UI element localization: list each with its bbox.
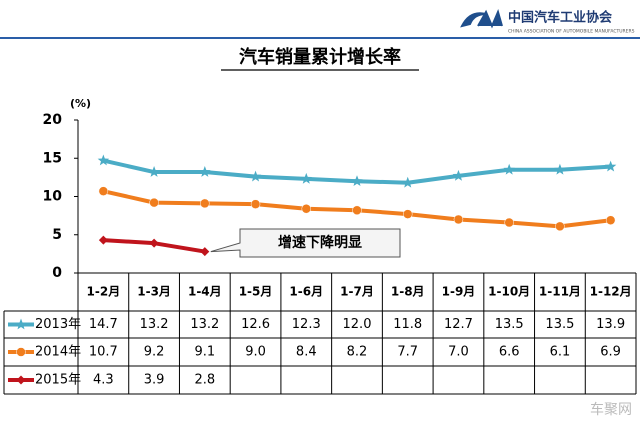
table-value: 12.3 — [292, 317, 321, 332]
y-tick-label: 15 — [43, 150, 62, 166]
legend-label: 2015年 — [35, 373, 81, 388]
table-value: 10.7 — [89, 345, 118, 360]
marker — [605, 215, 616, 225]
table-value: 8.4 — [296, 345, 317, 360]
logo-icon — [460, 9, 503, 29]
x-tick-label: 1-5月 — [239, 285, 273, 299]
table-value: 6.9 — [600, 345, 621, 360]
table-value: 6.6 — [499, 345, 520, 360]
table-value: 13.2 — [190, 317, 219, 332]
x-tick-label: 1-8月 — [391, 285, 425, 299]
x-tick-label: 1-3月 — [137, 285, 171, 299]
table-value: 13.2 — [140, 317, 169, 332]
x-tick-label: 1-11月 — [539, 285, 581, 299]
watermark: 车聚网 — [590, 401, 632, 418]
x-tick-label: 1-2月 — [87, 285, 121, 299]
x-tick-label: 1-7月 — [340, 285, 374, 299]
x-tick-label: 1-9月 — [442, 285, 476, 299]
marker — [16, 375, 26, 385]
table-value: 13.5 — [495, 317, 524, 332]
table-value: 3.9 — [144, 373, 165, 388]
y-unit: (%) — [70, 97, 91, 110]
table-value: 13.5 — [545, 317, 574, 332]
marker — [402, 209, 413, 219]
x-tick-label: 1-4月 — [188, 285, 222, 299]
marker — [604, 160, 617, 172]
marker — [453, 214, 464, 225]
marker — [149, 238, 159, 248]
legend-label: 2014年 — [35, 345, 81, 360]
marker — [301, 203, 312, 214]
table-value: 9.1 — [194, 345, 215, 360]
table-value: 2.8 — [194, 373, 215, 388]
y-tick-label: 0 — [52, 265, 62, 281]
marker — [15, 318, 27, 330]
table-value: 4.3 — [93, 373, 114, 388]
y-tick-label: 10 — [43, 189, 63, 205]
table-value: 6.1 — [550, 345, 571, 360]
table-value: 13.9 — [596, 317, 625, 332]
marker — [200, 247, 210, 257]
y-tick-label: 5 — [52, 227, 62, 243]
marker — [300, 172, 312, 184]
org-name: 中国汽车工业协会 — [508, 10, 613, 26]
y-tick-label: 20 — [43, 112, 63, 128]
marker — [351, 175, 363, 187]
annotation-box — [210, 228, 401, 258]
marker — [352, 205, 362, 216]
table-value: 7.7 — [397, 345, 418, 360]
marker — [503, 163, 515, 175]
marker — [148, 166, 160, 177]
x-tick-label: 1-6月 — [289, 285, 323, 299]
org-name-en: CHINA ASSOCIATION OF AUTOMOBILE MANUFACT… — [508, 29, 635, 35]
marker — [149, 197, 159, 208]
marker — [402, 176, 414, 188]
chart-title: 汽车销量累计增长率 — [239, 46, 401, 68]
annotation: 增速下降明显 — [278, 234, 362, 251]
marker — [200, 198, 210, 209]
table-value: 9.2 — [144, 345, 165, 360]
marker — [250, 199, 261, 209]
table-value: 12.6 — [241, 317, 270, 332]
table-value: 7.0 — [448, 345, 469, 360]
marker — [249, 170, 262, 182]
marker — [199, 166, 211, 177]
marker — [98, 186, 109, 196]
table-value: 11.8 — [393, 317, 422, 332]
legend-label: 2013年 — [35, 317, 81, 332]
marker — [504, 217, 514, 228]
marker — [452, 169, 465, 181]
table-value: 12.0 — [343, 317, 372, 332]
table-value: 12.7 — [444, 317, 473, 332]
marker — [16, 347, 26, 357]
marker — [97, 154, 110, 166]
marker — [98, 235, 108, 245]
x-tick-label: 1-12月 — [590, 285, 632, 299]
table-value: 8.2 — [347, 345, 368, 360]
marker — [554, 163, 566, 175]
marker — [555, 221, 565, 232]
table-value: 9.0 — [245, 345, 266, 360]
table-value: 14.7 — [89, 317, 118, 332]
x-tick-label: 1-10月 — [488, 285, 530, 299]
